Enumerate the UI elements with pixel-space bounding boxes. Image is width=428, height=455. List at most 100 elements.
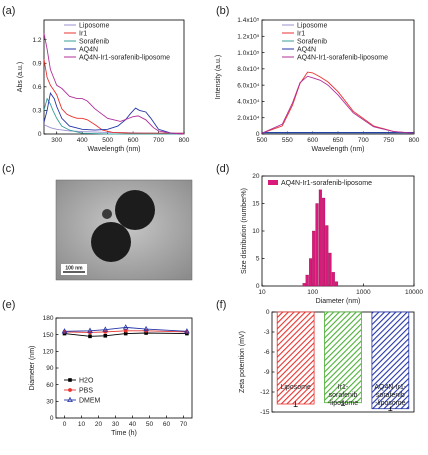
series-line-0: [64, 332, 187, 337]
data-point: [144, 331, 148, 335]
x-axis-label: Wavelength (nm): [87, 146, 140, 153]
x-tick-label: 800: [409, 137, 420, 144]
data-point: [102, 326, 109, 332]
legend-label: H2O: [79, 378, 94, 385]
data-point: [61, 328, 68, 334]
series-line-1: [64, 330, 187, 333]
scale-bar-label: 100 nm: [65, 266, 83, 272]
y-tick-label: 20: [252, 173, 260, 180]
data-point: [88, 334, 92, 339]
legend-label: Sorafenib: [79, 39, 109, 46]
legend-label: DMEM: [79, 398, 101, 405]
data-point: [87, 327, 93, 333]
x-axis-label: Time (h): [111, 430, 137, 437]
y-tick-label: 180: [43, 315, 54, 322]
plot-frame: [261, 175, 415, 287]
y-tick-label: -12: [260, 389, 270, 396]
y-tick-label: 6.0x10⁴: [237, 82, 260, 89]
y-tick-label: 0: [50, 415, 54, 422]
y-tick-label: -15: [260, 409, 270, 416]
x-tick-label: 500: [257, 137, 268, 144]
x-tick-label: 700: [358, 137, 369, 144]
panel-label-a: (a): [2, 5, 15, 17]
category-label: sorafenib: [329, 392, 358, 399]
chart-emission: 500 550 600 650 700 750 800 0 2.0x10⁴ 4.0x10⁴ 6.0x…: [215, 17, 420, 153]
zeta-bar: [276, 311, 315, 405]
histogram-bar: [334, 281, 339, 287]
y-tick-label: 90: [46, 365, 54, 372]
histogram-bar: [312, 230, 316, 287]
x-axis-label: Diameter (nm): [316, 298, 361, 305]
category-label: -liposome: [328, 400, 358, 407]
panel-label-e: (e): [2, 299, 15, 311]
histogram-bar: [315, 203, 319, 287]
legend-label: AQ4N: [297, 47, 316, 54]
y-tick-label: 1.2: [32, 37, 41, 44]
x-tick-label: 10: [258, 289, 266, 296]
x-tick-label: 70: [180, 421, 188, 428]
histogram-bar: [322, 197, 326, 287]
x-tick-label: 600: [307, 137, 318, 144]
y-tick-label: 0: [256, 283, 260, 290]
data-point: [123, 331, 128, 336]
x-tick-label: 550: [282, 137, 293, 144]
chart-stability: 0 10 20 30 40 50 60 70 0 30 60 90 120 150 180 Time (h) D…: [29, 315, 193, 437]
zeta-bar: [371, 311, 410, 410]
y-tick-label: 4.0x10⁴: [237, 99, 260, 106]
category-label: sorafenib: [376, 392, 405, 399]
y-axis-label: Size distribution (number%): [241, 188, 248, 274]
series-line-2: [64, 326, 187, 332]
y-tick-label: 1.4x10⁵: [237, 17, 260, 24]
x-axis-label: Wavelength (nm): [311, 146, 364, 153]
panel-label-f: (f): [216, 299, 226, 311]
scale-bar-box: [61, 264, 87, 275]
histogram-bar: [302, 283, 306, 287]
series-line-sorafenib: [43, 97, 184, 135]
y-axis-label: Zeta potention (mV): [239, 331, 246, 393]
x-tick-label: 700: [153, 137, 164, 144]
histogram-bar: [331, 272, 335, 287]
y-tick-label: 0.3: [32, 108, 41, 115]
x-tick-label: 600: [128, 137, 139, 144]
y-tick-label: 0: [256, 131, 260, 138]
series-line-aq4n-ir1-sorafenib-liposome: [261, 75, 415, 134]
y-tick-label: 1.0x10⁵: [237, 50, 260, 57]
data-point: [184, 328, 190, 334]
chart-absorbance: 300 400 500 600 700 800 0 0.3 0.6 0.9 1.2 Wavelengt…: [17, 19, 190, 153]
legend-label: AQ4N-Ir1-sorafenib-liposome: [297, 55, 388, 62]
nanoparticle-small: [102, 209, 112, 219]
plot-frame: [43, 19, 185, 135]
legend-label: AQ4N-Ir1-sorafenib-liposome: [79, 55, 170, 62]
x-tick-label: 50: [146, 421, 154, 428]
category-label: -liposome: [375, 400, 405, 407]
y-axis-label: Intensity (a.u.): [215, 55, 222, 99]
x-tick-label: 650: [333, 137, 344, 144]
zeta-bar: [324, 311, 362, 404]
series-line-ir1: [43, 59, 184, 134]
legend-label: Liposome: [79, 23, 109, 30]
y-tick-label: 2.0x10⁴: [237, 115, 260, 122]
x-tick-label: 40: [129, 421, 137, 428]
legend-label: AQ4N: [79, 47, 98, 54]
nanoparticle-large-2: [91, 222, 131, 262]
y-axis-label: Diameter (nm): [29, 346, 36, 391]
x-tick-label: 0: [63, 421, 67, 428]
y-tick-label: 10: [252, 228, 260, 235]
y-tick-label: -3: [264, 329, 270, 336]
tem-image: 100 nm: [55, 179, 193, 281]
y-tick-label: 0: [38, 131, 42, 138]
series-line-aq4n-ir1-sorafenib-liposome: [43, 33, 185, 135]
legend-swatch: [268, 180, 278, 185]
x-tick-label: 500: [102, 137, 113, 144]
panel-label-b: (b): [216, 5, 229, 17]
data-point: [122, 324, 129, 330]
x-tick-label: 10000: [405, 289, 423, 296]
x-tick-label: 20: [95, 421, 103, 428]
category-label: Ir1-: [338, 384, 349, 391]
x-tick-label: 300: [51, 137, 62, 144]
x-tick-label: 1000: [356, 289, 371, 296]
nanoparticle-large: [115, 190, 155, 230]
y-axis-label: Abs (a.u.): [17, 62, 24, 92]
plot-frame: [261, 19, 415, 135]
y-tick-label: -6: [264, 349, 270, 356]
